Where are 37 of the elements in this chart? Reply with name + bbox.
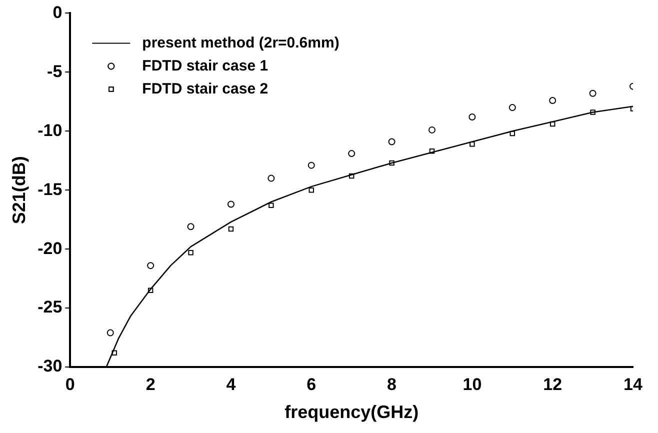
y-tick-label: -15: [38, 180, 62, 199]
point: [268, 174, 275, 182]
x-tick-label: 10: [462, 374, 482, 394]
point: [106, 329, 114, 336]
point: [589, 90, 596, 97]
y-tick-label: -5: [47, 62, 62, 81]
point: [268, 202, 274, 208]
y-tick-label: -25: [38, 298, 62, 317]
point: [308, 187, 314, 193]
y-tick-label: -20: [38, 238, 62, 258]
point: [147, 262, 154, 270]
legend-label: FDTD stair case 1: [142, 57, 268, 74]
legend-label: FDTD stair case 2: [142, 80, 268, 98]
point: [228, 226, 234, 232]
y-axis-title: S21(dB): [8, 156, 29, 224]
x-axis-title: frequency(GHz): [284, 402, 419, 422]
point: [549, 96, 556, 104]
x-tick-label: 8: [387, 374, 397, 394]
legend-label: present method (2r=0.6mm): [142, 34, 340, 52]
point: [187, 223, 194, 230]
point: [428, 126, 436, 134]
y-tick-label: -30: [38, 356, 62, 376]
point: [508, 104, 516, 112]
y-tick-label: 0: [52, 2, 62, 22]
point: [308, 162, 315, 169]
y-tick-label: -10: [38, 120, 62, 140]
x-tick-label: 12: [543, 374, 562, 394]
point: [188, 250, 194, 256]
point: [227, 200, 234, 208]
point: [388, 138, 396, 146]
x-tick-label: 14: [624, 374, 643, 394]
x-tick-label: 0: [65, 374, 75, 394]
x-tick-label: 6: [306, 374, 316, 394]
point: [468, 113, 476, 120]
x-tick-label: 2: [146, 374, 156, 394]
x-tick-label: 4: [226, 374, 236, 394]
point: [348, 150, 356, 158]
